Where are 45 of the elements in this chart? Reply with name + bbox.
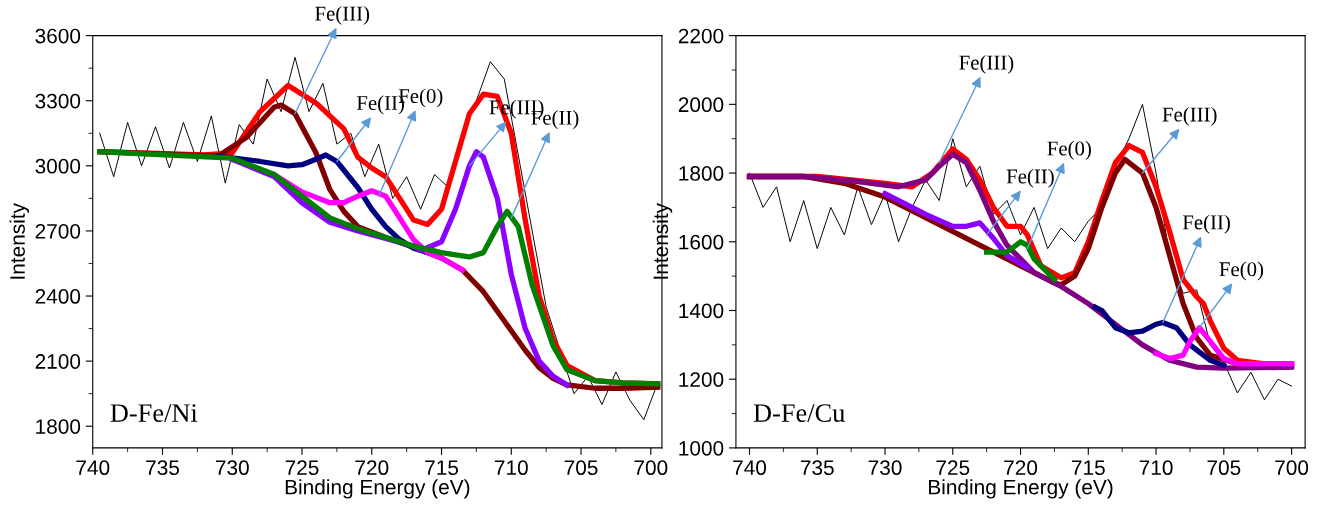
y-tick-label: 2400: [35, 289, 81, 304]
x-tick-label: 740: [733, 460, 767, 476]
x-tick-label: 730: [215, 460, 249, 476]
x-tick-label: 710: [1139, 460, 1173, 476]
x-tick-label: 740: [76, 460, 110, 476]
y-tick-label: 2100: [35, 354, 81, 369]
annotation: D-Fe/Ni: [110, 404, 198, 422]
x-tick-label: 735: [146, 460, 180, 476]
y-axis-title: Intensity: [9, 203, 30, 279]
x-tick-label: 700: [1275, 460, 1309, 476]
y-tick-label: 2000: [678, 97, 724, 113]
y-tick-label: 1800: [679, 166, 724, 181]
y-tick-label: 1800: [36, 419, 81, 434]
annotation: Fe(III): [959, 54, 1014, 74]
x-tick-label: 725: [936, 460, 970, 476]
y-tick-label: 2200: [678, 28, 724, 44]
y-tick-label: 3300: [35, 93, 81, 109]
y-axis-title: Intensity: [652, 203, 673, 279]
y-tick-label: 1000: [679, 440, 724, 456]
y-tick-label: 3000: [35, 158, 81, 174]
x-axis-title: Binding Energy (eV): [285, 479, 470, 499]
y-tick-label: 2700: [35, 223, 81, 239]
x-tick-label: 710: [494, 460, 528, 476]
x-tick-label: 735: [800, 460, 834, 476]
x-tick-label: 715: [425, 460, 459, 476]
x-tick-label: 720: [1004, 460, 1038, 476]
x-tick-label: 705: [1207, 460, 1241, 476]
x-tick-label: 730: [868, 460, 902, 476]
y-tick-label: 1600: [679, 234, 724, 250]
annotation: Fe(0): [1219, 261, 1264, 281]
x-tick-label: 700: [634, 460, 668, 476]
x-tick-label: 720: [355, 460, 389, 476]
x-axis-title: Binding Energy (eV): [929, 479, 1113, 499]
x-tick-label: 715: [1071, 460, 1105, 476]
x-tick-label: 725: [285, 460, 319, 476]
annotation: Fe(0): [1047, 140, 1091, 160]
annotation: Fe(II): [1006, 168, 1054, 188]
y-tick-label: 1200: [679, 372, 724, 387]
x-tick-label: 705: [564, 460, 598, 476]
annotation: Fe(II): [1182, 214, 1230, 234]
y-tick-label: 1400: [679, 303, 724, 319]
annotation: D-Fe/Cu: [753, 404, 845, 422]
annotation: Fe(III): [1162, 106, 1217, 126]
annotation: Fe(III): [315, 5, 370, 25]
y-tick-label: 3600: [35, 28, 81, 44]
